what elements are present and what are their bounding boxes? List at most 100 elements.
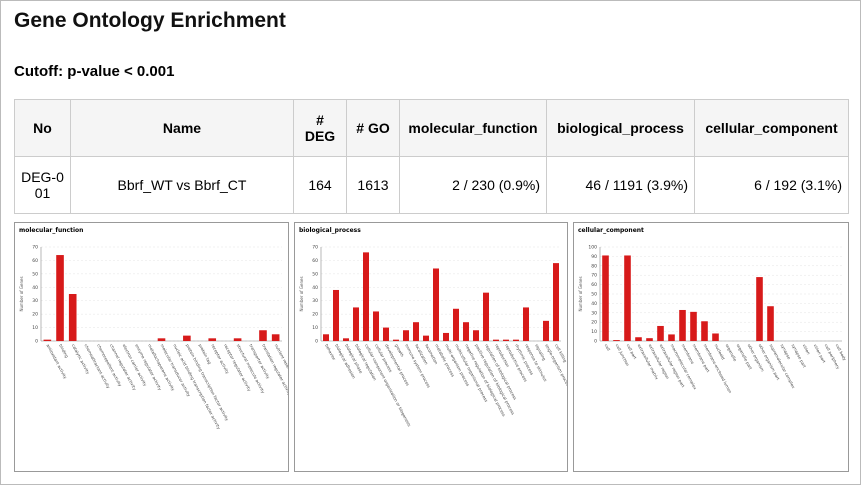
bar bbox=[443, 332, 449, 341]
bar bbox=[259, 330, 267, 341]
bar bbox=[602, 255, 609, 341]
chart: biological_process Number of Genes 0 10 20 30… bbox=[299, 227, 567, 427]
bar bbox=[503, 339, 509, 341]
bar bbox=[183, 335, 191, 341]
y-tick-label: 70 bbox=[591, 273, 597, 279]
chart-panel: biological_process Number of Genes 0 10 20 30… bbox=[294, 222, 568, 472]
chart: molecular_function Number of Genes 0 10 20 30… bbox=[19, 227, 288, 430]
bar bbox=[668, 334, 675, 341]
bar bbox=[756, 277, 763, 341]
cell: 1613 bbox=[346, 156, 400, 214]
bar bbox=[701, 321, 708, 341]
page-title: Gene Ontology Enrichment bbox=[14, 9, 286, 32]
bar bbox=[233, 338, 242, 341]
bar bbox=[712, 333, 719, 341]
bar bbox=[613, 340, 620, 341]
y-tick-label: 30 bbox=[32, 298, 38, 304]
chart: cellular_component Number of Genes 0 10 20 30… bbox=[578, 227, 848, 394]
summary-table: No Name # DEG # GO molecular_function bi… bbox=[14, 99, 849, 214]
y-tick-label: 10 bbox=[591, 329, 597, 335]
bar bbox=[353, 307, 359, 341]
col-header: # GO bbox=[346, 99, 400, 157]
bar bbox=[483, 292, 489, 341]
y-tick-label: 70 bbox=[32, 245, 38, 251]
y-tick-label: 60 bbox=[312, 258, 318, 264]
y-tick-label: 0 bbox=[35, 339, 38, 345]
y-tick-label: 80 bbox=[591, 263, 597, 269]
bar bbox=[473, 330, 479, 341]
cell: Bbrf_WT vs Bbrf_CT bbox=[70, 156, 294, 214]
bar bbox=[373, 311, 379, 341]
y-tick-label: 50 bbox=[312, 271, 318, 277]
y-tick-label: 10 bbox=[312, 325, 318, 331]
bar bbox=[690, 311, 697, 341]
bar bbox=[343, 338, 349, 341]
bar bbox=[393, 339, 399, 341]
y-tick-label: 40 bbox=[312, 285, 318, 291]
bar bbox=[323, 334, 329, 341]
cell: 46 / 1191 (3.9%) bbox=[546, 156, 695, 214]
bar bbox=[493, 339, 499, 341]
bar bbox=[553, 263, 559, 341]
bar bbox=[68, 294, 77, 341]
x-tick-label: single-organism process bbox=[544, 343, 567, 388]
bar bbox=[657, 325, 664, 341]
bar bbox=[433, 268, 439, 341]
bar bbox=[646, 338, 653, 341]
y-tick-label: 50 bbox=[32, 271, 38, 277]
bar bbox=[679, 309, 686, 341]
y-tick-label: 20 bbox=[591, 320, 597, 326]
y-tick-label: 90 bbox=[591, 254, 597, 260]
y-tick-label: 30 bbox=[312, 298, 318, 304]
y-tick-label: 10 bbox=[32, 325, 38, 331]
cell: 6 / 192 (3.1%) bbox=[694, 156, 849, 214]
y-tick-label: 100 bbox=[588, 245, 597, 251]
chart-title: cellular_component bbox=[578, 227, 644, 234]
chart-title: molecular_function bbox=[19, 227, 83, 234]
y-tick-label: 20 bbox=[32, 312, 38, 318]
bar bbox=[463, 322, 469, 341]
x-tick-label: cell bbox=[604, 343, 612, 351]
bar bbox=[383, 327, 389, 341]
col-header: # DEG bbox=[293, 99, 347, 157]
bar bbox=[635, 337, 642, 341]
y-tick-label: 0 bbox=[315, 339, 318, 345]
x-tick-label: virion bbox=[802, 343, 812, 356]
cell: DEG-001 bbox=[14, 156, 71, 214]
bar bbox=[208, 338, 217, 341]
y-axis-label: Number of Genes bbox=[299, 276, 304, 311]
chart-panel: molecular_function Number of Genes 0 10 20 30… bbox=[14, 222, 289, 472]
y-tick-label: 60 bbox=[32, 258, 38, 264]
bar bbox=[363, 252, 369, 341]
col-header: Name bbox=[70, 99, 294, 157]
cell: 164 bbox=[293, 156, 347, 214]
bar bbox=[157, 338, 166, 341]
chart-panel: cellular_component Number of Genes 0 10 20 30… bbox=[573, 222, 849, 472]
x-tick-label: cellular component organization or bioge… bbox=[364, 343, 412, 427]
y-tick-label: 0 bbox=[594, 339, 597, 345]
bar bbox=[767, 306, 774, 341]
cutoff: Cutoff: p-value < 0.001 bbox=[14, 63, 175, 80]
x-tick-label: binding bbox=[58, 343, 70, 359]
col-header: cellular_component bbox=[694, 99, 849, 157]
bar bbox=[413, 322, 419, 341]
bar bbox=[423, 335, 429, 341]
y-axis-label: Number of Genes bbox=[578, 276, 583, 311]
bar bbox=[624, 255, 631, 341]
x-tick-label: growth bbox=[394, 343, 405, 358]
col-header: molecular_function bbox=[399, 99, 547, 157]
bar bbox=[403, 330, 409, 341]
y-tick-label: 20 bbox=[312, 312, 318, 318]
x-tick-label: extracellular matrix bbox=[637, 343, 660, 381]
col-header: biological_process bbox=[546, 99, 695, 157]
bar bbox=[56, 255, 64, 341]
bar bbox=[523, 307, 529, 341]
bar bbox=[543, 320, 549, 341]
chart-title: biological_process bbox=[299, 227, 361, 234]
bar bbox=[333, 289, 339, 341]
y-tick-label: 50 bbox=[591, 292, 597, 298]
y-tick-label: 40 bbox=[32, 285, 38, 291]
y-tick-label: 70 bbox=[312, 245, 318, 251]
cell: 2 / 230 (0.9%) bbox=[399, 156, 547, 214]
